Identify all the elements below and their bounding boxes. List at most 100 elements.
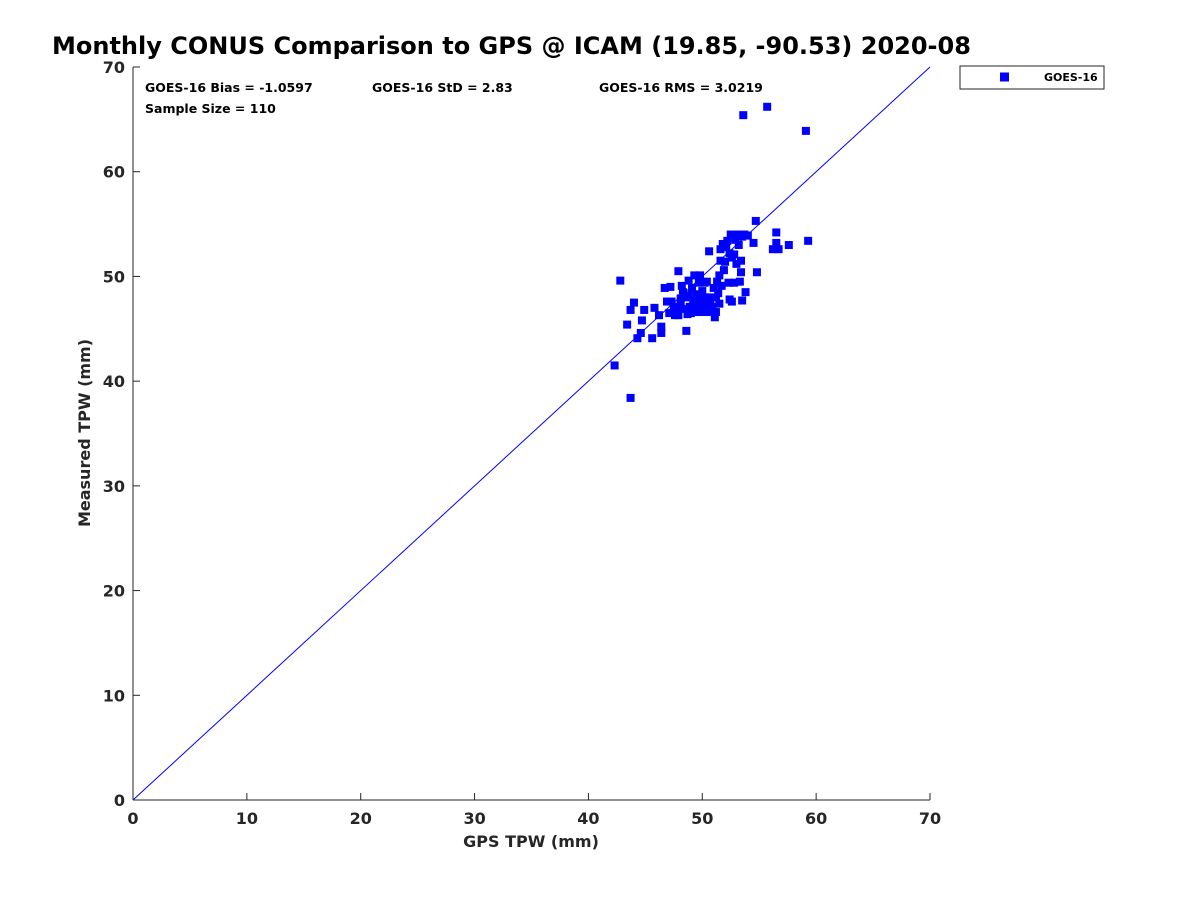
data-point	[665, 309, 674, 318]
data-point	[682, 326, 691, 335]
data-point	[640, 305, 649, 314]
data-point	[677, 281, 686, 290]
data-point	[699, 297, 708, 306]
data-point	[739, 111, 748, 120]
y-axis-label: Measured TPW (mm)	[75, 339, 94, 527]
data-point	[655, 311, 664, 320]
one-to-one-line	[132, 66, 931, 801]
points-layer	[610, 102, 813, 402]
data-point	[696, 271, 705, 280]
data-point	[705, 247, 714, 256]
legend: GOES-16	[959, 65, 1105, 90]
data-point	[702, 308, 711, 317]
data-point	[733, 230, 742, 239]
y-tick-label: 10	[103, 686, 125, 705]
legend-box	[959, 65, 1105, 90]
data-point	[737, 268, 745, 277]
y-tick-label: 50	[103, 267, 125, 286]
std-annotation: GOES-16 StD = 2.83	[372, 80, 513, 95]
data-point	[743, 231, 752, 240]
data-point	[711, 293, 720, 302]
data-point	[749, 238, 758, 247]
data-point	[719, 266, 728, 275]
x-tick-label: 60	[805, 809, 827, 828]
data-point	[678, 288, 687, 297]
x-tick-label: 70	[919, 809, 941, 828]
data-point	[716, 256, 725, 265]
stats-annotations: GOES-16 Bias = -1.0597 GOES-16 StD = 2.8…	[145, 80, 763, 116]
data-point	[804, 236, 813, 245]
data-point	[734, 241, 743, 250]
sample-size-annotation: Sample Size = 110	[145, 101, 276, 116]
x-tick-label: 40	[577, 809, 599, 828]
data-point	[763, 102, 772, 111]
data-point	[722, 243, 731, 252]
data-point	[636, 328, 645, 337]
data-point	[723, 236, 732, 245]
data-point	[714, 289, 723, 298]
x-tick-label: 30	[463, 809, 485, 828]
data-point	[685, 302, 694, 311]
y-tick-label: 20	[103, 582, 125, 601]
data-point	[648, 334, 657, 343]
data-point	[684, 291, 693, 300]
data-point	[710, 313, 719, 322]
bias-annotation: GOES-16 Bias = -1.0597	[145, 80, 313, 95]
data-point	[694, 278, 703, 287]
data-point	[657, 328, 666, 337]
data-point	[741, 288, 750, 297]
data-point	[730, 278, 739, 287]
data-point	[772, 238, 781, 247]
data-point	[738, 296, 747, 305]
data-point	[751, 216, 760, 225]
y-tick-label: 60	[103, 163, 125, 182]
data-point	[650, 303, 659, 312]
data-point	[702, 277, 711, 286]
x-tick-label: 20	[350, 809, 372, 828]
data-point	[626, 393, 635, 402]
data-point	[701, 302, 710, 311]
data-point	[717, 281, 726, 290]
data-point	[693, 304, 702, 313]
rms-annotation: GOES-16 RMS = 3.0219	[599, 80, 763, 95]
data-point	[678, 304, 687, 313]
x-ticks: 0 10 20 30 40 50 60 70	[127, 793, 941, 828]
data-point	[633, 334, 642, 343]
data-point	[715, 299, 724, 308]
legend-label-goes16: GOES-16	[1044, 71, 1098, 84]
data-point	[676, 294, 685, 303]
data-point	[674, 267, 683, 276]
plot-area: 0 10 20 30 40 50 60 70 0 10 20 30 40 50 60 70	[103, 58, 941, 828]
data-point	[726, 230, 735, 239]
data-point	[666, 282, 675, 291]
data-point	[637, 316, 646, 325]
data-point	[713, 277, 722, 286]
data-point	[692, 290, 701, 299]
y-ticks: 0 10 20 30 40 50 60 70	[103, 58, 140, 810]
data-point	[727, 297, 736, 306]
data-point	[689, 296, 698, 305]
data-point	[711, 308, 720, 317]
data-point	[707, 306, 716, 315]
data-point	[768, 245, 777, 254]
data-point	[774, 245, 783, 254]
data-point	[724, 278, 733, 287]
data-point	[721, 257, 730, 266]
reference-line-layer	[132, 66, 931, 801]
chart-title: Monthly CONUS Comparison to GPS @ ICAM (…	[52, 32, 971, 60]
data-point	[667, 297, 676, 306]
x-tick-label: 0	[127, 809, 138, 828]
legend-marker-goes16	[1000, 72, 1009, 82]
data-point	[752, 268, 761, 277]
data-point	[657, 322, 666, 331]
data-point	[672, 306, 681, 315]
data-point	[716, 245, 725, 254]
data-point	[772, 228, 781, 237]
data-point	[784, 241, 793, 250]
y-tick-label: 40	[103, 372, 125, 391]
data-point	[610, 361, 619, 370]
data-point	[735, 277, 744, 286]
data-point	[725, 249, 734, 258]
data-point	[732, 259, 741, 268]
